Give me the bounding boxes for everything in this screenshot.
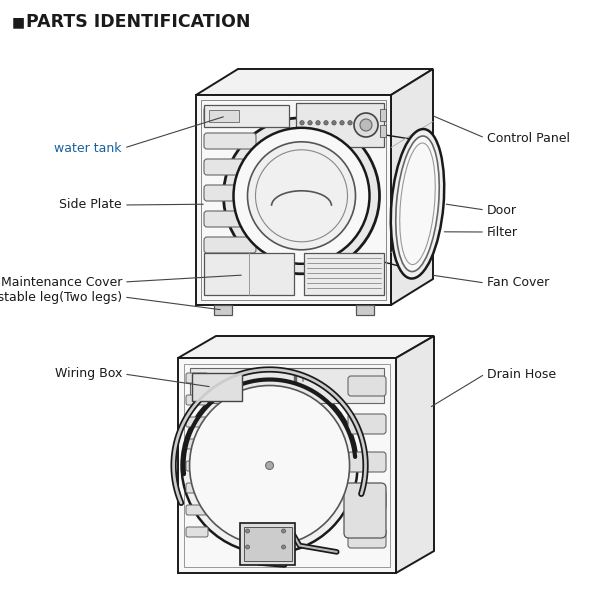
Circle shape xyxy=(246,545,249,549)
FancyBboxPatch shape xyxy=(186,527,208,537)
Bar xyxy=(204,253,294,295)
Text: ■: ■ xyxy=(12,15,25,29)
FancyBboxPatch shape xyxy=(348,452,386,472)
Bar xyxy=(184,364,390,567)
Text: Filter: Filter xyxy=(487,226,518,238)
Ellipse shape xyxy=(391,129,444,278)
Bar xyxy=(196,95,391,305)
Text: PARTS IDENTIFICATION: PARTS IDENTIFICATION xyxy=(26,13,250,31)
Text: Drain Hose: Drain Hose xyxy=(487,368,556,381)
FancyBboxPatch shape xyxy=(204,159,256,175)
FancyBboxPatch shape xyxy=(186,505,208,515)
Bar xyxy=(380,125,386,137)
Circle shape xyxy=(281,545,286,549)
Circle shape xyxy=(182,378,358,554)
FancyBboxPatch shape xyxy=(204,107,256,123)
Circle shape xyxy=(246,529,249,533)
FancyBboxPatch shape xyxy=(204,237,256,253)
Polygon shape xyxy=(396,336,434,573)
Bar xyxy=(192,373,242,401)
Circle shape xyxy=(340,121,344,125)
Bar xyxy=(380,109,386,121)
FancyBboxPatch shape xyxy=(204,185,256,201)
Text: Adjustable leg(Two legs): Adjustable leg(Two legs) xyxy=(0,291,122,303)
Text: Wiring Box: Wiring Box xyxy=(54,368,122,381)
Circle shape xyxy=(247,142,356,250)
Circle shape xyxy=(234,128,370,264)
Circle shape xyxy=(316,121,320,125)
Bar xyxy=(244,527,292,561)
Bar xyxy=(240,523,295,565)
Bar xyxy=(304,253,384,295)
Bar xyxy=(296,103,384,147)
Circle shape xyxy=(189,386,350,546)
Circle shape xyxy=(348,121,352,125)
Circle shape xyxy=(324,121,328,125)
FancyBboxPatch shape xyxy=(348,490,386,510)
Circle shape xyxy=(360,119,372,131)
Bar xyxy=(201,100,386,300)
Bar xyxy=(204,105,289,127)
Ellipse shape xyxy=(396,136,439,272)
Text: Maintenance Cover: Maintenance Cover xyxy=(1,275,122,289)
FancyBboxPatch shape xyxy=(186,461,208,471)
Bar xyxy=(214,305,232,315)
FancyBboxPatch shape xyxy=(186,373,208,383)
Circle shape xyxy=(332,121,336,125)
Text: Control Panel: Control Panel xyxy=(487,132,570,145)
Polygon shape xyxy=(178,336,434,358)
FancyBboxPatch shape xyxy=(348,528,386,548)
FancyBboxPatch shape xyxy=(204,211,256,227)
Circle shape xyxy=(266,462,273,470)
FancyBboxPatch shape xyxy=(344,483,386,538)
FancyBboxPatch shape xyxy=(204,133,256,149)
FancyBboxPatch shape xyxy=(186,483,208,493)
Bar xyxy=(356,305,374,315)
FancyBboxPatch shape xyxy=(348,376,386,396)
Text: Door: Door xyxy=(487,204,517,216)
Circle shape xyxy=(223,118,379,274)
Text: Fan Cover: Fan Cover xyxy=(487,276,549,289)
Bar xyxy=(190,368,384,403)
Circle shape xyxy=(308,121,312,125)
Text: water tank: water tank xyxy=(54,142,122,154)
Bar xyxy=(178,358,396,573)
FancyBboxPatch shape xyxy=(186,439,208,449)
Bar xyxy=(209,110,239,122)
FancyBboxPatch shape xyxy=(186,395,208,405)
Polygon shape xyxy=(391,69,433,305)
FancyBboxPatch shape xyxy=(348,414,386,434)
Polygon shape xyxy=(196,69,433,95)
Circle shape xyxy=(354,113,378,137)
Circle shape xyxy=(281,529,286,533)
Circle shape xyxy=(300,121,304,125)
FancyBboxPatch shape xyxy=(186,417,208,427)
Text: Side Plate: Side Plate xyxy=(59,199,122,211)
